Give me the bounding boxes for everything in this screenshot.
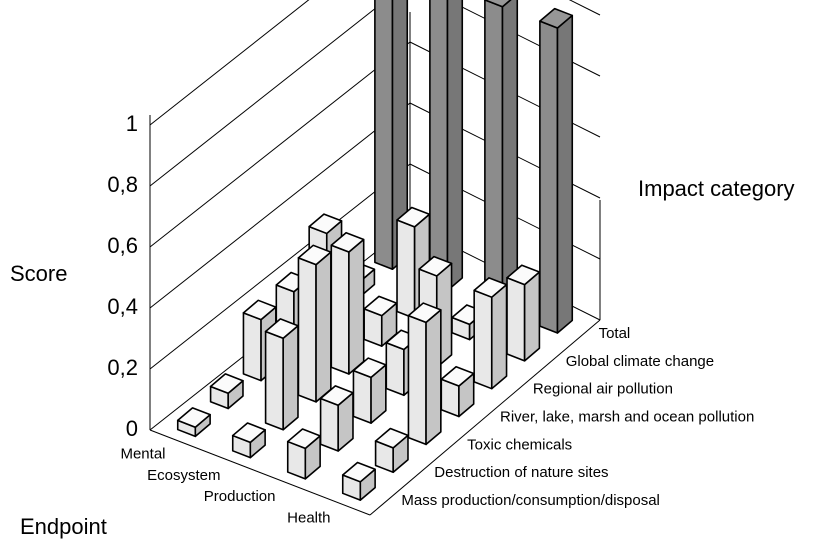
bar: [209, 373, 244, 410]
bar-side: [315, 251, 332, 403]
bar: [176, 407, 211, 438]
bar-top: [330, 231, 365, 253]
bar-top: [297, 244, 332, 266]
bar: [506, 264, 541, 362]
legend-label: Destruction of nature sites: [434, 464, 608, 481]
z-axis-label: Score: [10, 261, 67, 286]
bar: [484, 0, 519, 313]
legend-label: Toxic chemicals: [467, 436, 572, 453]
bar: [341, 461, 376, 501]
bar-front: [539, 20, 559, 334]
bar-top: [396, 206, 431, 228]
bar: [352, 357, 387, 424]
z-tick-label: 0,6: [107, 233, 138, 258]
bar-top: [363, 295, 398, 317]
bar-top: [231, 422, 266, 444]
z-tick-label: 1: [126, 111, 138, 136]
bar: [407, 302, 442, 446]
legend-label: River, lake, marsh and ocean pollution: [500, 408, 754, 425]
bar-front: [385, 341, 405, 397]
bar-front: [506, 276, 526, 362]
bar-top: [374, 427, 409, 449]
bar: [363, 295, 398, 347]
z-tick-label: 0,8: [107, 172, 138, 197]
bar-top: [407, 302, 442, 324]
grid-line: [149, 41, 411, 248]
bar-top: [308, 213, 343, 235]
bar: [286, 428, 321, 480]
bar-top: [506, 264, 541, 286]
bar: [330, 231, 365, 375]
bar: [319, 385, 354, 452]
bar: [473, 277, 508, 390]
grid-line: [149, 163, 411, 370]
bar-top: [209, 373, 244, 395]
bar-top: [440, 365, 475, 387]
bar-front: [352, 369, 372, 424]
bar: [374, 427, 409, 474]
bar-top: [484, 0, 512, 8]
bar: [297, 244, 332, 403]
bar-front: [297, 257, 317, 403]
bar-front: [429, 0, 449, 292]
bar-side: [490, 283, 508, 390]
bar: [539, 7, 574, 334]
bar-top: [286, 428, 321, 450]
bar-top: [242, 299, 277, 321]
bar-side: [501, 0, 519, 313]
bar-front: [264, 330, 284, 431]
x-axis-label: Endpoint: [20, 514, 107, 539]
bar-top: [539, 7, 574, 29]
legend-label: Regional air pollution: [533, 381, 673, 398]
z-tick-label: 0: [126, 416, 138, 441]
bar-top: [418, 255, 453, 277]
x-tick-label: Production: [204, 488, 276, 505]
x-tick-label: Mental: [120, 446, 165, 463]
floor-edge: [369, 319, 601, 516]
bar-side: [523, 271, 541, 362]
legend-label: Global climate change: [566, 353, 714, 370]
z-tick-label: 0,4: [107, 294, 138, 319]
bar: [231, 422, 266, 459]
bar-front: [407, 314, 427, 446]
bar-side: [282, 324, 299, 431]
bar-front: [396, 219, 416, 320]
bar-top: [473, 277, 508, 298]
bar-top: [176, 407, 211, 429]
bar-top: [352, 357, 387, 379]
bar-side: [556, 14, 574, 334]
x-tick-label: Ecosystem: [147, 467, 220, 484]
z-tick-label: 0,2: [107, 355, 138, 380]
bar-front: [374, 0, 394, 271]
grid-line: [149, 0, 310, 126]
bar-front: [330, 244, 350, 375]
bar-top: [319, 385, 354, 407]
bar: [374, 0, 409, 271]
grid-line: [149, 0, 387, 187]
x-tick-label: Health: [287, 509, 330, 526]
legend-label: Mass production/consumption/disposal: [401, 492, 659, 509]
bar-front: [242, 312, 262, 382]
bar-front: [473, 289, 493, 390]
grid-line: [149, 102, 411, 309]
bar-side: [425, 309, 442, 446]
bar-side: [446, 0, 464, 292]
y-axis-label: Impact category: [638, 176, 795, 201]
bar-top: [264, 318, 299, 340]
bar-front: [319, 397, 339, 452]
floor-edge: [149, 429, 371, 516]
bar-front: [484, 0, 504, 313]
legend-label: Total: [599, 325, 631, 342]
bar: [264, 318, 299, 431]
bar: [440, 365, 475, 418]
bar-top: [341, 461, 376, 483]
bar-side: [348, 238, 365, 375]
bar: [429, 0, 464, 292]
